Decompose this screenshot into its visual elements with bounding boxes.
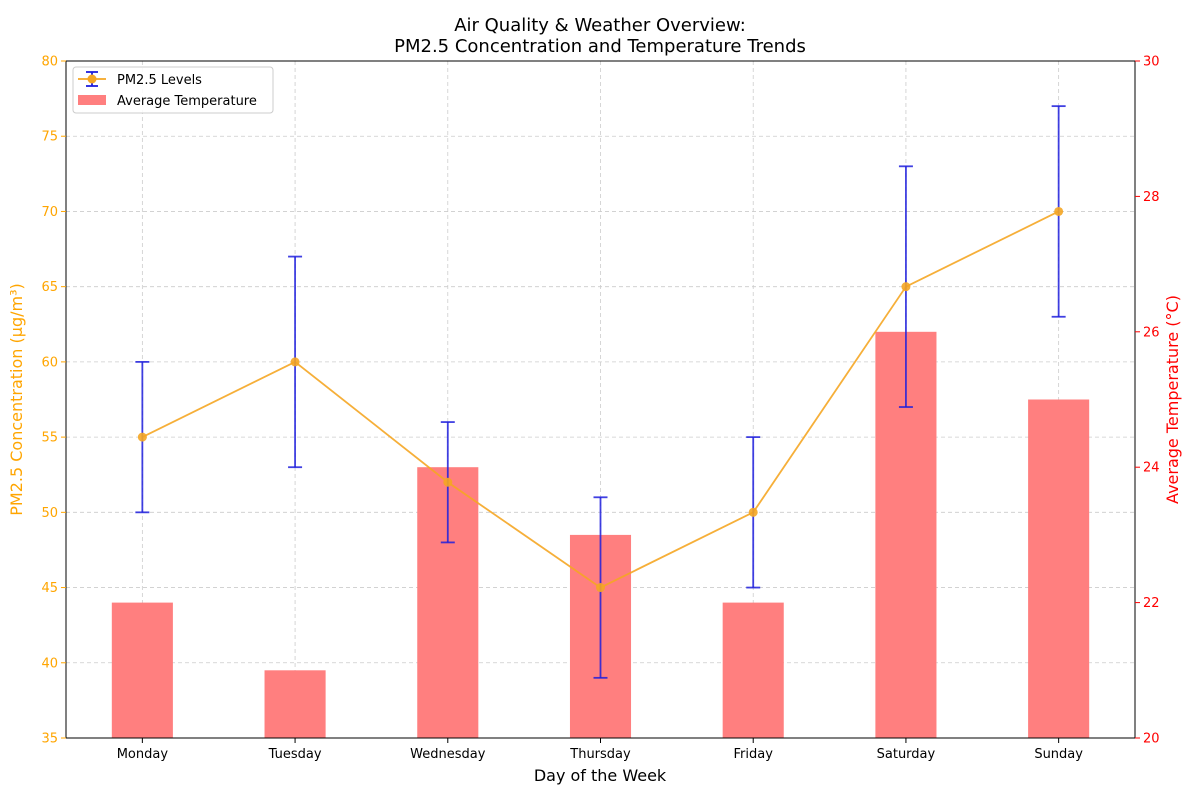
chart-title-line2: PM2.5 Concentration and Temperature Tren… (394, 36, 806, 57)
legend: PM2.5 Levels Average Temperature (72, 66, 274, 114)
pm25-point (1054, 206, 1064, 216)
y-right-tick-label: 24 (1143, 461, 1160, 476)
x-tick-label: Monday (117, 747, 169, 762)
chart-title-line1: Air Quality & Weather Overview: (454, 15, 746, 36)
pm25-point (748, 507, 758, 517)
pm25-point (901, 282, 911, 292)
y-right-tick-label: 26 (1143, 325, 1160, 340)
y-right-tick-label: 28 (1143, 190, 1160, 205)
pm25-series (135, 105, 1066, 679)
y-left-tick-label: 55 (41, 431, 58, 446)
temperature-bar (111, 602, 173, 738)
y-left-tick-label: 35 (41, 732, 58, 747)
y-axis-left-label: PM2.5 Concentration (μg/m³) (7, 283, 26, 515)
y-left-tick-label: 80 (41, 55, 58, 70)
y-left-tick-label: 60 (41, 355, 58, 370)
axes: 35 40 45 50 55 60 65 70 75 80 20 22 24 26 28 30 Monday Tu… (41, 55, 1159, 763)
x-tick-label: Saturday (877, 747, 936, 762)
y-left-tick-label: 70 (41, 205, 58, 220)
legend-temperature-label: Average Temperature (117, 94, 257, 109)
x-tick-label: Wednesday (410, 747, 486, 762)
legend-box (72, 66, 274, 114)
temperature-bar (1028, 399, 1090, 738)
pm25-point (290, 357, 300, 367)
y-left-tick-label: 45 (41, 581, 58, 596)
legend-pm25-marker (87, 74, 97, 84)
y-left-tick-label: 50 (41, 506, 58, 521)
y-right-tick-label: 22 (1143, 596, 1160, 611)
x-axis-label: Day of the Week (534, 766, 667, 785)
temperature-bar (722, 602, 784, 738)
y-right-tick-label: 30 (1143, 55, 1160, 70)
y-axis-right-label: Average Temperature (°C) (1163, 295, 1182, 504)
x-tick-label: Friday (734, 747, 774, 762)
y-right-tick-label: 20 (1143, 732, 1160, 747)
legend-pm25-label: PM2.5 Levels (117, 73, 202, 88)
pm25-point (137, 432, 147, 442)
y-left-tick-label: 40 (41, 656, 58, 671)
x-tick-label: Tuesday (268, 747, 322, 762)
pm25-point (596, 583, 605, 593)
x-tick-label: Thursday (569, 747, 631, 762)
legend-temperature-swatch (78, 95, 106, 105)
y-left-tick-label: 65 (41, 280, 58, 295)
pm25-point (443, 477, 453, 487)
x-tick-label: Sunday (1034, 747, 1083, 762)
y-left-tick-label: 75 (41, 130, 58, 145)
temperature-bar (264, 670, 326, 738)
